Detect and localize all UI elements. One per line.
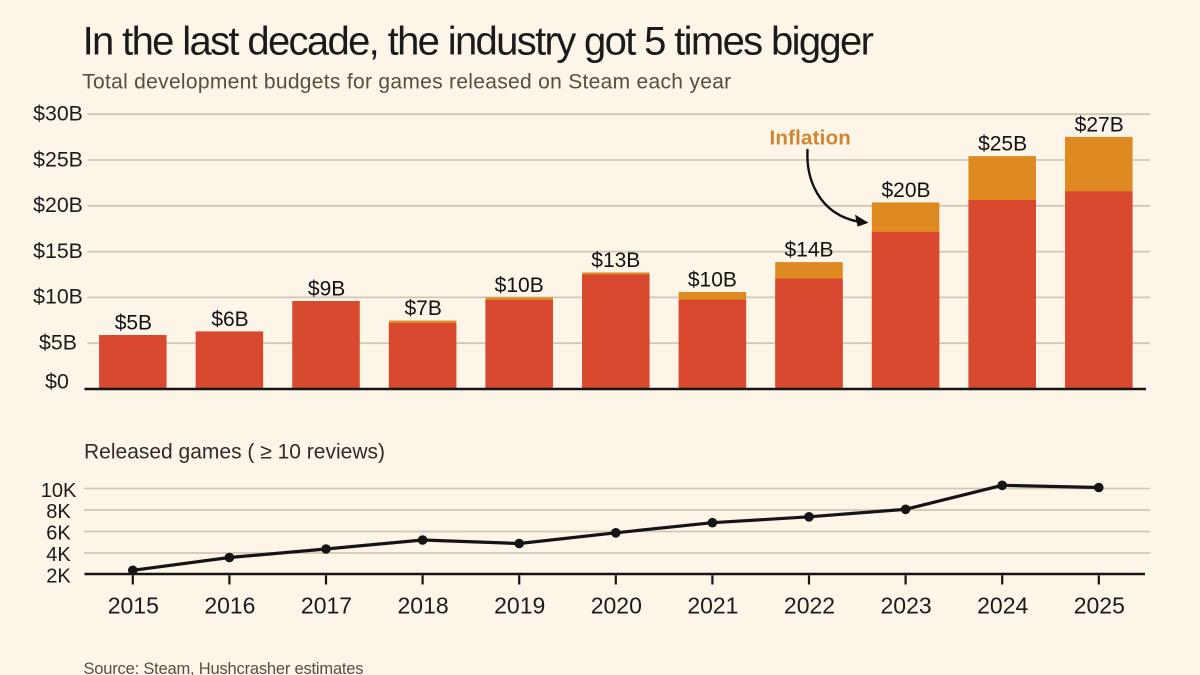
svg-text:2019: 2019 [494,592,545,618]
svg-text:$10B: $10B [33,285,83,309]
svg-text:$15B: $15B [33,239,83,263]
svg-text:8K: 8K [46,501,71,523]
svg-text:$7B: $7B [405,297,442,320]
svg-text:2020: 2020 [591,592,642,618]
svg-text:Inflation: Inflation [770,127,852,150]
svg-text:$5B: $5B [39,331,77,355]
svg-text:2023: 2023 [881,592,932,618]
svg-text:$13B: $13B [591,249,640,272]
svg-text:$10B: $10B [688,269,737,292]
svg-text:$20B: $20B [33,193,83,217]
svg-text:2017: 2017 [301,592,352,618]
svg-text:6K: 6K [46,523,71,545]
svg-text:$6B: $6B [211,308,248,331]
svg-text:In the last decade, the indust: In the last decade, the industry got 5 t… [83,19,874,63]
svg-text:2016: 2016 [204,592,255,618]
svg-text:10K: 10K [41,480,77,502]
svg-text:2025: 2025 [1074,592,1125,618]
svg-text:$30B: $30B [33,102,83,126]
svg-text:2021: 2021 [687,592,738,618]
svg-text:Total development budgets for: Total development budgets for games rele… [82,71,731,94]
svg-text:$25B: $25B [33,147,83,171]
svg-text:$10B: $10B [495,274,544,297]
svg-text:$14B: $14B [784,239,833,262]
svg-text:2015: 2015 [108,592,159,618]
svg-text:$5B: $5B [115,312,152,335]
svg-text:Source: Steam, Hushcrasher est: Source: Steam, Hushcrasher estimates [84,660,364,675]
svg-text:2018: 2018 [398,592,449,618]
svg-text:2024: 2024 [977,592,1028,618]
svg-text:$25B: $25B [978,133,1027,156]
svg-text:$20B: $20B [881,179,930,202]
svg-text:$27B: $27B [1075,113,1124,136]
svg-text:2022: 2022 [784,592,835,618]
svg-text:$9B: $9B [308,278,345,301]
svg-text:Released games ( ≥ 10 reviews): Released games ( ≥ 10 reviews) [84,441,385,464]
svg-text:$0: $0 [45,370,69,394]
svg-text:4K: 4K [46,544,71,566]
svg-text:2K: 2K [46,565,71,587]
